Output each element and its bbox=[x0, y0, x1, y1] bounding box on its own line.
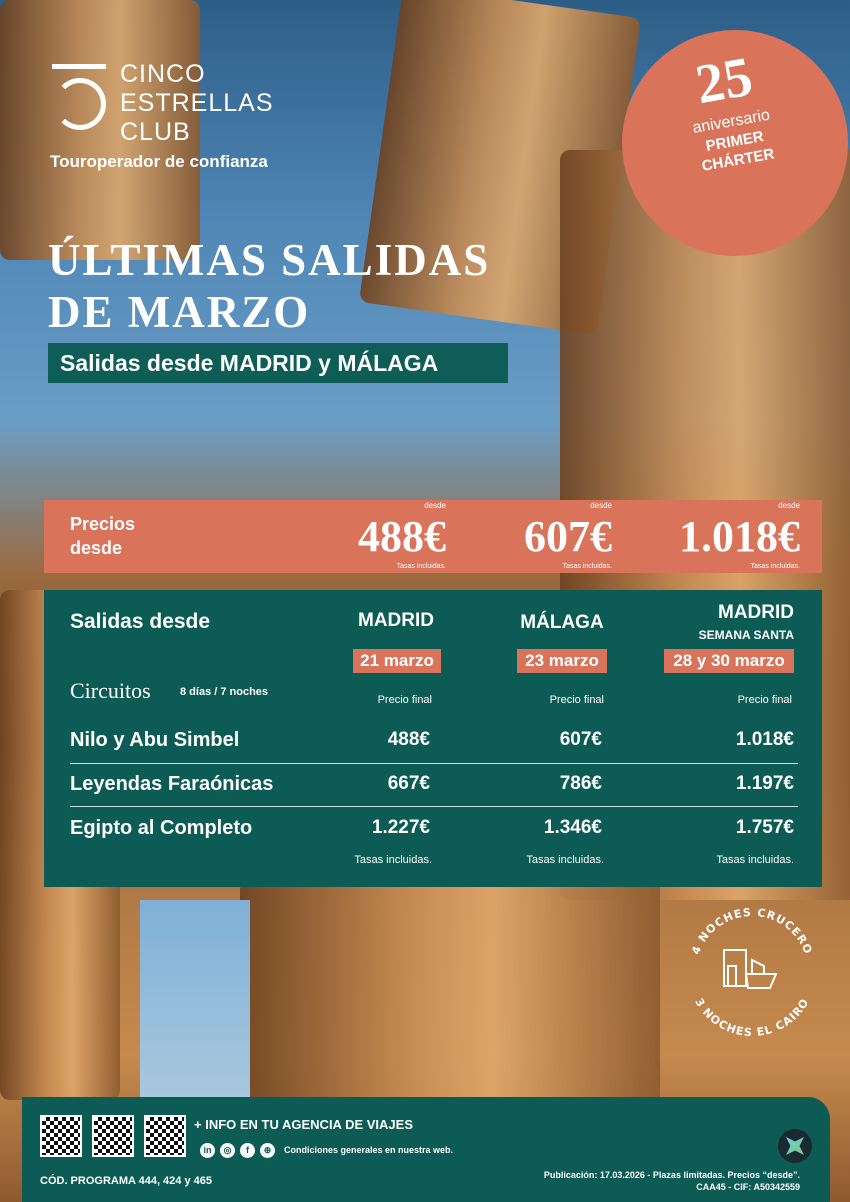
price-note: Tasas incluidas. bbox=[396, 563, 446, 570]
price-note: Tasas incluidas. bbox=[562, 563, 612, 570]
stamp-bottom-text: 3 NOCHES EL CAIRO bbox=[692, 996, 811, 1039]
price-value: 607€ bbox=[524, 512, 612, 561]
qr-code[interactable] bbox=[40, 1115, 82, 1157]
brand-line: CLUB bbox=[120, 118, 191, 146]
column-city: MÁLAGA bbox=[520, 612, 604, 633]
price-cell: 1.757€ bbox=[735, 817, 794, 838]
circuit-name: Leyendas Faraónicas bbox=[70, 773, 274, 795]
cif-text: CAA45 - CIF: A50342559 bbox=[696, 1182, 800, 1192]
price-label: Precio final bbox=[377, 694, 432, 706]
price-cell: 786€ bbox=[559, 773, 602, 794]
price-badge: desde 607€ Tasas incluidas. bbox=[524, 501, 612, 571]
tagline: Touroperador de confianza bbox=[50, 152, 268, 171]
price-cell: 667€ bbox=[387, 773, 430, 794]
price-cell: 1.346€ bbox=[543, 817, 602, 838]
price-cell: 1.018€ bbox=[735, 729, 794, 750]
conditions-text: Condiciones generales en nuestra web. bbox=[284, 1145, 454, 1155]
prices-band: Precios desde desde 488€ Tasas incluidas… bbox=[44, 500, 822, 573]
logo-icon bbox=[52, 64, 106, 134]
price-label: Precio final bbox=[549, 694, 604, 706]
price-desde: desde bbox=[590, 501, 612, 510]
price-note: Tasas incluidas. bbox=[750, 563, 800, 570]
price-cell: 1.227€ bbox=[371, 817, 430, 838]
price-cell: 1.197€ bbox=[735, 773, 794, 794]
brand-line: ESTRELLAS bbox=[120, 89, 274, 117]
price-value: 1.018€ bbox=[679, 512, 800, 561]
date-badge: 21 marzo bbox=[353, 649, 441, 673]
price-badge: desde 1.018€ Tasas incluidas. bbox=[679, 501, 800, 571]
instagram-icon[interactable]: ◎ bbox=[220, 1143, 235, 1158]
publication-text: Publicación: 17.03.2026 - Plazas limitad… bbox=[543, 1170, 800, 1180]
price-badge: desde 488€ Tasas incluidas. bbox=[358, 501, 446, 571]
taxes-note: Tasas incluidas. bbox=[716, 854, 794, 866]
info-text: + INFO EN TU AGENCIA DE VIAJES bbox=[194, 1117, 413, 1132]
price-desde: desde bbox=[424, 501, 446, 510]
headline-line: ÚLTIMAS SALIDAS bbox=[48, 235, 491, 285]
price-cell: 488€ bbox=[387, 729, 430, 750]
program-code: CÓD. PROGRAMA 444, 424 y 465 bbox=[40, 1175, 212, 1187]
circuit-name: Egipto al Completo bbox=[70, 817, 253, 839]
web-icon[interactable]: ⊕ bbox=[260, 1143, 275, 1158]
facebook-icon[interactable]: f bbox=[240, 1143, 255, 1158]
table-header: Salidas desde bbox=[70, 610, 211, 633]
qr-code[interactable] bbox=[92, 1115, 134, 1157]
prices-label: Precios desde bbox=[70, 512, 135, 560]
date-badge: 28 y 30 marzo bbox=[664, 649, 794, 673]
price-label: Precio final bbox=[737, 694, 792, 706]
column-extra: SEMANA SANTA bbox=[698, 628, 794, 642]
taxes-note: Tasas incluidas. bbox=[526, 854, 604, 866]
footer: + INFO EN TU AGENCIA DE VIAJES in ◎ f ⊕ … bbox=[22, 1097, 830, 1202]
brand-line: CINCO bbox=[120, 60, 206, 88]
brand-name: CINCO ESTRELLAS CLUB bbox=[120, 60, 274, 147]
accreditation-logo-icon bbox=[778, 1129, 812, 1163]
row-divider bbox=[70, 806, 798, 807]
prices-label-line: desde bbox=[70, 538, 123, 558]
linkedin-icon[interactable]: in bbox=[200, 1143, 215, 1158]
column-city: MADRID bbox=[718, 602, 794, 623]
prices-label-line: Precios bbox=[70, 514, 136, 534]
headline-line: DE MARZO bbox=[48, 287, 311, 337]
stamp-top-text: 4 NOCHES CRUCERO bbox=[689, 906, 814, 956]
circuits-title: Circuitos bbox=[70, 678, 151, 703]
date-badge: 23 marzo bbox=[517, 649, 607, 673]
qr-code[interactable] bbox=[144, 1115, 186, 1157]
column-image bbox=[240, 880, 660, 1110]
row-divider bbox=[70, 763, 798, 764]
building-ship-icon bbox=[723, 949, 778, 989]
cruise-stamp: 4 NOCHES CRUCERO 3 NOCHES EL CAIRO bbox=[689, 906, 815, 1039]
column-city: MADRID bbox=[358, 610, 434, 631]
taxes-note: Tasas incluidas. bbox=[354, 854, 432, 866]
subtitle-label: Salidas desde MADRID y MÁLAGA bbox=[48, 343, 508, 383]
svg-text:4 NOCHES CRUCERO: 4 NOCHES CRUCERO bbox=[689, 906, 815, 956]
price-value: 488€ bbox=[358, 512, 446, 561]
headline: ÚLTIMAS SALIDAS DE MARZO bbox=[48, 234, 490, 338]
price-desde: desde bbox=[778, 501, 800, 510]
prices-table: Salidas desde MADRID MÁLAGA MADRID SEMAN… bbox=[44, 590, 822, 887]
legal-text: Publicación: 17.03.2026 - Plazas limitad… bbox=[544, 1169, 800, 1193]
circuits-duration: 8 días / 7 noches bbox=[180, 686, 269, 698]
price-cell: 607€ bbox=[559, 729, 602, 750]
sky-image bbox=[140, 900, 250, 1100]
svg-text:3 NOCHES EL CAIRO: 3 NOCHES EL CAIRO bbox=[692, 996, 812, 1039]
column-image bbox=[0, 0, 200, 260]
circuit-name: Nilo y Abu Simbel bbox=[70, 729, 240, 751]
